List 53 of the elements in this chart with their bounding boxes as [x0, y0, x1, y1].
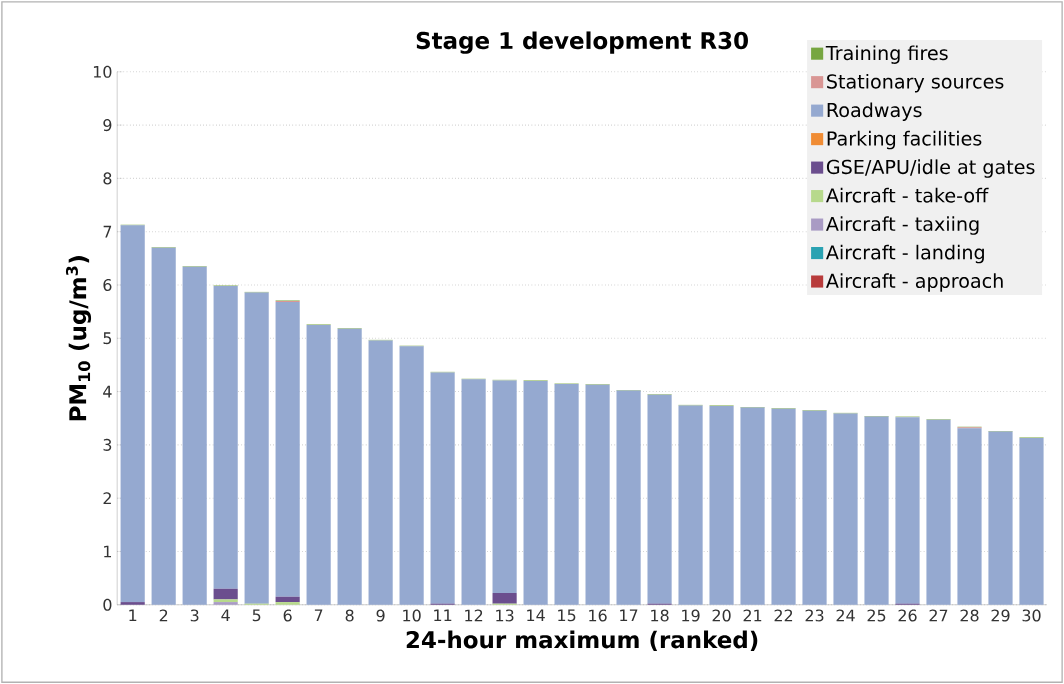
legend-label: Aircraft - landing — [825, 244, 984, 264]
legend-label: Aircraft - taxiing — [825, 216, 979, 235]
y-tick-label: 0 — [103, 598, 112, 611]
legend-label: Training fires — [825, 45, 948, 64]
y-tick-label: 6 — [103, 278, 112, 291]
x-tick-label: 22 — [774, 609, 793, 622]
x-tick-label: 13 — [496, 609, 514, 622]
y-tick-label: 7 — [103, 225, 112, 238]
y-tick-label: 9 — [103, 119, 112, 132]
y-tick-label: 1 — [104, 545, 112, 558]
x-tick-label: 19 — [682, 609, 700, 622]
x-tick-label: 21 — [743, 609, 762, 622]
x-tick-label: 5 — [252, 609, 261, 622]
y-tick-label: 8 — [103, 172, 112, 185]
x-tick-label: 30 — [1022, 609, 1041, 622]
x-tick-label: 3 — [190, 609, 199, 622]
chart-title: Stage 1 development R30 — [416, 31, 748, 54]
legend-label: Aircraft - take-off — [825, 187, 989, 203]
x-tick-label: 28 — [960, 609, 979, 622]
x-tick-label: 25 — [867, 609, 886, 622]
x-tick-label: 14 — [527, 609, 545, 621]
y-tick-label: 10 — [93, 65, 112, 78]
x-tick-label: 2 — [159, 609, 168, 622]
y-tick-label: 3 — [103, 438, 112, 451]
legend-label: Roadways — [827, 102, 922, 121]
x-tick-label: 15 — [558, 609, 576, 622]
legend-label: Stationary sources — [827, 73, 1004, 93]
legend-label: Aircraft - approach — [825, 273, 1003, 292]
y-axis-title: PM$_{10}$ (ug/m$^{3}$) — [65, 256, 92, 421]
y-tick-label: 2 — [103, 492, 111, 505]
x-tick-label: 8 — [345, 609, 354, 622]
x-tick-label: 20 — [712, 609, 731, 622]
x-tick-label: 12 — [465, 609, 483, 622]
y-tick-label: 5 — [103, 332, 112, 345]
legend-label: Parking facilities — [827, 130, 982, 150]
x-tick-label: 26 — [898, 609, 917, 622]
x-tick-label: 9 — [376, 609, 385, 622]
x-tick-label: 10 — [403, 609, 421, 622]
legend-label: GSE/APU/idle at gates — [826, 159, 1035, 178]
x-tick-label: 11 — [434, 609, 452, 621]
x-tick-label: 1 — [129, 609, 137, 621]
x-tick-label: 17 — [620, 609, 638, 621]
x-tick-label: 23 — [805, 609, 824, 622]
x-tick-label: 24 — [836, 609, 855, 622]
x-tick-label: 29 — [991, 609, 1010, 622]
y-tick-label: 4 — [103, 385, 112, 398]
x-tick-label: 7 — [314, 609, 323, 621]
x-axis-title: 24-hour maximum (ranked) — [406, 630, 758, 652]
x-tick-label: 6 — [283, 609, 292, 622]
x-tick-label: 16 — [589, 609, 607, 622]
x-tick-label: 27 — [929, 609, 948, 622]
x-tick-label: 18 — [651, 609, 669, 622]
x-tick-label: 4 — [221, 609, 230, 621]
